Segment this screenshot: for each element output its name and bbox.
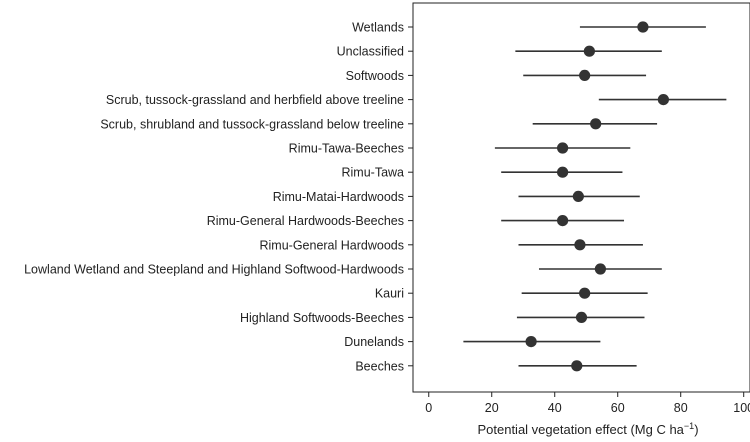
category-label: Dunelands [344, 335, 404, 349]
category-label: Beeches [355, 359, 404, 373]
x-tick-label: 80 [674, 401, 688, 415]
category-label: Rimu-Tawa [341, 166, 404, 180]
plot-frame [412, 2, 750, 393]
point-marker [657, 94, 669, 106]
category-label: Unclassified [337, 45, 404, 59]
point-marker [583, 45, 595, 57]
category-label: Rimu-Tawa-Beeches [289, 142, 404, 156]
category-label: Kauri [375, 287, 404, 301]
x-tick-label: 0 [425, 401, 432, 415]
x-axis-title-suffix: ) [694, 422, 698, 437]
category-label: Scrub, tussock-grassland and herbfield a… [106, 93, 404, 107]
category-label: Scrub, shrubland and tussock-grassland b… [100, 117, 404, 131]
point-marker [575, 311, 588, 323]
point-estimates [525, 21, 669, 372]
point-marker [579, 69, 591, 81]
category-label: Softwoods [346, 69, 404, 83]
point-marker [571, 360, 583, 372]
category-label: Wetlands [352, 21, 404, 35]
point-marker [557, 215, 569, 227]
point-marker [590, 118, 602, 130]
point-marker [525, 336, 537, 348]
point-marker [574, 239, 586, 251]
category-label: Rimu-General Hardwoods [259, 238, 404, 252]
category-label: Rimu-Matai-Hardwoods [273, 190, 404, 204]
x-axis-title: Potential vegetation effect (Mg C ha−1) [477, 421, 698, 437]
x-tick-label: 100 [733, 401, 750, 415]
point-marker [637, 21, 649, 33]
x-axis-ticks: 0 20 40 60 80 100 [425, 392, 750, 415]
x-tick-label: 60 [611, 401, 625, 415]
category-label: Lowland Wetland and Steepland and Highla… [24, 263, 404, 277]
point-marker [579, 287, 591, 299]
point-marker [557, 166, 569, 178]
point-marker [557, 142, 569, 154]
x-axis-title-superscript: −1 [684, 421, 694, 431]
x-axis-title-main: Potential vegetation effect (Mg C ha [477, 422, 684, 437]
x-tick-label: 40 [548, 401, 562, 415]
category-label: Highland Softwoods-Beeches [240, 311, 404, 325]
confidence-intervals [463, 26, 727, 367]
category-labels: Wetlands Unclassified Softwoods Scrub, tuss… [24, 21, 413, 373]
point-marker [594, 263, 606, 275]
category-label: Rimu-General Hardwoods-Beeches [207, 214, 404, 228]
point-marker [572, 190, 584, 202]
x-tick-label: 20 [485, 401, 499, 415]
